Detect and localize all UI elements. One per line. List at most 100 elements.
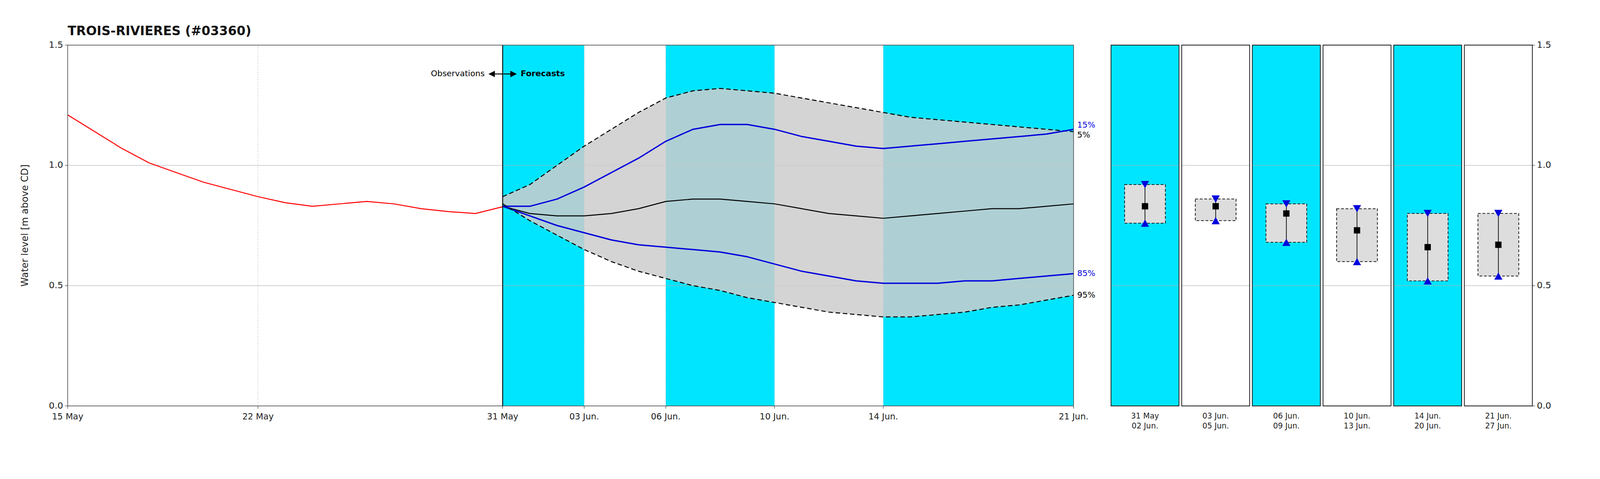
chart-root: 0.0 0.5 1.0 1.5 15 May 22 May 31 May 03 Jun. 06 … xyxy=(0,0,1600,479)
grid-line-y xyxy=(1181,285,1250,286)
range-whisker xyxy=(1286,203,1287,243)
grid-line-y xyxy=(1323,285,1392,286)
tick-y xyxy=(64,405,68,407)
column-frame xyxy=(1393,45,1462,406)
column-frame xyxy=(1181,45,1250,406)
tick-label-y: 1.5 xyxy=(1536,39,1552,51)
category-label-line: 21 Jun. xyxy=(1484,411,1512,421)
marker-triangle-up xyxy=(1352,258,1361,266)
plot-area xyxy=(67,45,1074,406)
marker-triangle-down xyxy=(1494,209,1503,217)
series-end-label: 5% xyxy=(1077,129,1091,140)
tick-x xyxy=(1073,405,1075,409)
tick-y xyxy=(64,165,68,166)
tick-x xyxy=(883,405,884,409)
grid-line-y xyxy=(1252,285,1321,286)
tick-y xyxy=(1532,45,1536,46)
column-background xyxy=(1464,45,1533,406)
marker-triangle-up xyxy=(1211,216,1220,225)
marker-triangle-down xyxy=(1140,180,1149,189)
category-label-line: 02 Jun. xyxy=(1131,421,1159,431)
category-label: 03 Jun.05 Jun. xyxy=(1202,411,1229,431)
column-frame xyxy=(1323,45,1392,406)
grid-line-x xyxy=(257,45,259,406)
column-background xyxy=(1252,45,1321,406)
marker-triangle-down xyxy=(1352,205,1361,213)
range-box xyxy=(1265,203,1307,243)
tick-label-y: 0.5 xyxy=(1536,279,1552,291)
tick-label-y: 0.5 xyxy=(48,279,64,291)
grid-line-y xyxy=(1252,165,1321,166)
tick-label-x: 31 May xyxy=(487,411,519,422)
range-column xyxy=(1393,45,1462,406)
category-label-line: 20 Jun. xyxy=(1414,421,1441,431)
series-end-label: 15% xyxy=(1077,119,1096,130)
column-background xyxy=(1393,45,1462,406)
tick-y xyxy=(1532,165,1536,166)
column-frame xyxy=(1252,45,1321,406)
marker-triangle-down xyxy=(1211,195,1220,203)
percentile-area xyxy=(502,88,1074,318)
tick-y xyxy=(1532,405,1536,407)
range-box xyxy=(1477,213,1519,277)
tick-y xyxy=(64,45,68,46)
tick-x xyxy=(257,405,259,409)
series-line xyxy=(502,88,1074,197)
marker-square xyxy=(1141,202,1149,210)
title: TROIS-RIVIERES (#03360) xyxy=(67,23,252,39)
series-end-label: 85% xyxy=(1077,268,1096,278)
category-label: 31 May02 Jun. xyxy=(1130,411,1159,431)
marker-square xyxy=(1495,241,1502,249)
forecast-divider xyxy=(502,45,503,406)
marker-triangle-down xyxy=(1423,209,1432,217)
tick-label-y: 1.0 xyxy=(48,159,64,171)
range-column xyxy=(1464,45,1533,406)
tick-x xyxy=(665,405,666,409)
tick-label-y: 0.0 xyxy=(48,400,64,411)
range-column xyxy=(1252,45,1321,406)
grid-line-y xyxy=(1181,165,1250,166)
tick-label-y: 0.0 xyxy=(1536,400,1552,411)
category-label-line: 13 Jun. xyxy=(1343,421,1371,431)
range-column xyxy=(1111,45,1180,406)
grid-line-y xyxy=(1323,165,1392,166)
marker-square xyxy=(1283,210,1290,217)
axis-label-y: Water level [m above CD] xyxy=(19,164,31,287)
series-line xyxy=(67,115,503,214)
column-background xyxy=(1111,45,1180,406)
grid-line-x xyxy=(502,45,503,406)
range-whisker xyxy=(1356,208,1358,262)
marker-square xyxy=(1212,202,1219,210)
series-line xyxy=(502,198,1074,219)
marker-triangle-down xyxy=(1282,200,1291,208)
category-label-line: 14 Jun. xyxy=(1414,411,1441,421)
tick-label-x: 14 Jun. xyxy=(868,411,899,422)
category-label-line: 06 Jun. xyxy=(1272,411,1300,421)
tick-x xyxy=(67,405,69,409)
range-box xyxy=(1336,208,1378,262)
category-label: 10 Jun.13 Jun. xyxy=(1343,411,1371,431)
category-label-line: 03 Jun. xyxy=(1202,411,1229,421)
annotation: Observations xyxy=(430,68,485,79)
grid-line-y xyxy=(1111,285,1180,286)
tick-label-x: 06 Jun. xyxy=(650,411,681,422)
category-label: 14 Jun.20 Jun. xyxy=(1414,411,1441,431)
column-background xyxy=(1323,45,1392,406)
marker-triangle-up xyxy=(1494,272,1503,280)
grid-line-y xyxy=(1393,285,1462,286)
tick-x xyxy=(584,405,585,409)
marker-square xyxy=(1353,227,1361,234)
grid-line-y xyxy=(1393,165,1462,166)
category-label-line: 05 Jun. xyxy=(1202,421,1229,431)
marker-square xyxy=(1424,244,1431,251)
background xyxy=(0,0,1600,479)
tick-label-x: 21 Jun. xyxy=(1058,411,1089,422)
tick-label-x: 22 May xyxy=(242,411,274,422)
range-box xyxy=(1124,184,1166,223)
series-end-label: 95% xyxy=(1077,290,1096,300)
series-line xyxy=(502,124,1074,207)
tick-label-x: 15 May xyxy=(51,411,84,422)
column-frame xyxy=(1464,45,1533,406)
column-background xyxy=(1181,45,1250,406)
annotation: Forecasts xyxy=(520,68,565,79)
